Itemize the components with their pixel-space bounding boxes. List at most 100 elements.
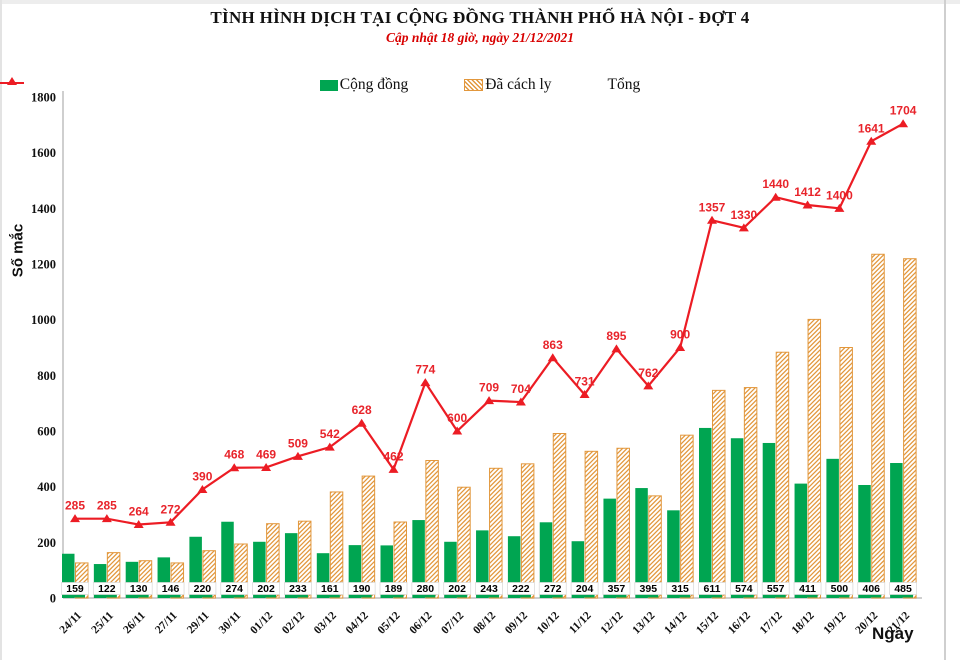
community-bar bbox=[699, 427, 712, 598]
total-value-label: 285 bbox=[65, 499, 85, 513]
total-marker bbox=[388, 464, 399, 473]
value-box bbox=[793, 582, 822, 595]
total-value-label: 1330 bbox=[730, 208, 757, 222]
legend-item-community: Cộng đồng bbox=[319, 76, 408, 94]
value-box bbox=[475, 582, 503, 595]
svg-text:190: 190 bbox=[353, 583, 371, 595]
community-bar bbox=[603, 498, 616, 598]
quarantine-bar bbox=[584, 450, 599, 599]
quarantine-bar bbox=[712, 389, 726, 599]
total-marker bbox=[452, 426, 463, 435]
total-marker bbox=[611, 344, 622, 353]
svg-text:611: 611 bbox=[704, 583, 721, 595]
quarantine-bar bbox=[552, 433, 567, 599]
svg-text:146: 146 bbox=[162, 583, 180, 595]
total-value-label: 1400 bbox=[826, 188, 853, 202]
svg-text:357: 357 bbox=[608, 583, 626, 595]
svg-text:243: 243 bbox=[480, 583, 498, 595]
value-box bbox=[347, 582, 376, 595]
chart-subtitle: Cập nhật 18 giờ, ngày 21/12/2021 bbox=[385, 30, 575, 45]
svg-text:189: 189 bbox=[385, 583, 403, 595]
svg-text:06/12: 06/12 bbox=[407, 609, 434, 636]
svg-text:274: 274 bbox=[225, 583, 243, 595]
svg-text:07/12: 07/12 bbox=[439, 609, 466, 636]
base-value-labels: 159 122 130 146 220 274 202 233 161 190 189 280 202 2… bbox=[61, 582, 917, 598]
value-box bbox=[729, 582, 758, 595]
value-box bbox=[220, 582, 249, 595]
total-marker bbox=[738, 223, 749, 232]
value-box bbox=[698, 582, 726, 595]
total-value-label: 1641 bbox=[858, 121, 885, 135]
value-box bbox=[124, 582, 153, 595]
total-value-label: 390 bbox=[192, 469, 212, 483]
total-value-label: 1357 bbox=[699, 200, 726, 214]
svg-text:19/12: 19/12 bbox=[822, 609, 849, 636]
total-marker bbox=[866, 136, 877, 145]
svg-text:27/11: 27/11 bbox=[153, 609, 180, 636]
total-value-label: 709 bbox=[479, 381, 499, 395]
value-box bbox=[825, 582, 854, 595]
total-marker bbox=[579, 390, 590, 399]
svg-text:400: 400 bbox=[37, 480, 56, 494]
svg-text:08/12: 08/12 bbox=[471, 609, 498, 636]
total-value-label: 762 bbox=[638, 366, 658, 380]
total-marker bbox=[356, 418, 367, 427]
svg-text:272: 272 bbox=[544, 583, 562, 595]
total-value-label: 628 bbox=[352, 403, 372, 417]
total-line bbox=[70, 119, 909, 529]
svg-text:130: 130 bbox=[130, 583, 148, 595]
quarantine-bar bbox=[297, 520, 312, 599]
community-bar bbox=[635, 488, 648, 598]
value-box bbox=[92, 582, 121, 595]
community-bar bbox=[890, 463, 903, 598]
total-value-label: 272 bbox=[161, 502, 181, 516]
svg-text:122: 122 bbox=[98, 583, 116, 595]
y-axis-ticks: 0 200 400 600 800 1000 1200 1400 1600 1800 bbox=[31, 91, 56, 606]
total-value-label: 731 bbox=[575, 375, 595, 389]
quarantine-bar bbox=[871, 253, 885, 599]
svg-text:0: 0 bbox=[50, 592, 56, 606]
total-marker bbox=[515, 397, 526, 406]
value-box bbox=[379, 582, 408, 595]
quarantine-bar bbox=[520, 463, 535, 599]
total-marker bbox=[197, 484, 208, 493]
svg-text:1200: 1200 bbox=[31, 258, 56, 272]
community-bar bbox=[476, 530, 489, 598]
svg-text:17/12: 17/12 bbox=[758, 609, 785, 636]
svg-text:02/12: 02/12 bbox=[280, 609, 307, 636]
value-box bbox=[666, 582, 695, 595]
community-bar bbox=[826, 458, 839, 598]
legend-label-quarantined: Đã cách ly bbox=[485, 76, 552, 93]
svg-text:202: 202 bbox=[448, 583, 466, 595]
svg-text:574: 574 bbox=[735, 583, 753, 595]
total-marker bbox=[898, 119, 909, 128]
svg-text:1400: 1400 bbox=[31, 202, 56, 216]
svg-text:24/11: 24/11 bbox=[58, 609, 85, 636]
svg-text:01/12: 01/12 bbox=[248, 609, 275, 636]
total-marker bbox=[643, 381, 654, 390]
svg-text:29/11: 29/11 bbox=[185, 609, 212, 636]
community-bar bbox=[730, 438, 744, 598]
svg-text:161: 161 bbox=[321, 583, 339, 595]
quarantine-bar bbox=[425, 460, 439, 599]
total-marker bbox=[292, 451, 303, 460]
community-bar-swatch-icon bbox=[319, 79, 338, 91]
community-bar bbox=[794, 483, 808, 598]
svg-text:202: 202 bbox=[257, 583, 275, 595]
total-value-label: 900 bbox=[670, 328, 690, 342]
quarantine-bar bbox=[489, 467, 503, 599]
value-box bbox=[284, 582, 312, 595]
svg-text:315: 315 bbox=[671, 583, 689, 595]
quarantine-bar bbox=[648, 495, 662, 599]
value-box bbox=[570, 582, 599, 595]
value-box bbox=[188, 582, 217, 595]
quarantine-bar bbox=[903, 258, 917, 599]
svg-text:200: 200 bbox=[37, 536, 56, 550]
svg-text:406: 406 bbox=[862, 583, 880, 595]
community-bar bbox=[762, 442, 776, 598]
chart-title: TÌNH HÌNH DỊCH TẠI CỘNG ĐỒNG THÀNH PHỐ H… bbox=[210, 8, 750, 27]
legend-item-quarantined: Đã cách ly bbox=[464, 76, 552, 94]
svg-text:12/12: 12/12 bbox=[599, 609, 626, 636]
quarantine-bar bbox=[680, 434, 694, 599]
total-marker bbox=[420, 378, 431, 387]
